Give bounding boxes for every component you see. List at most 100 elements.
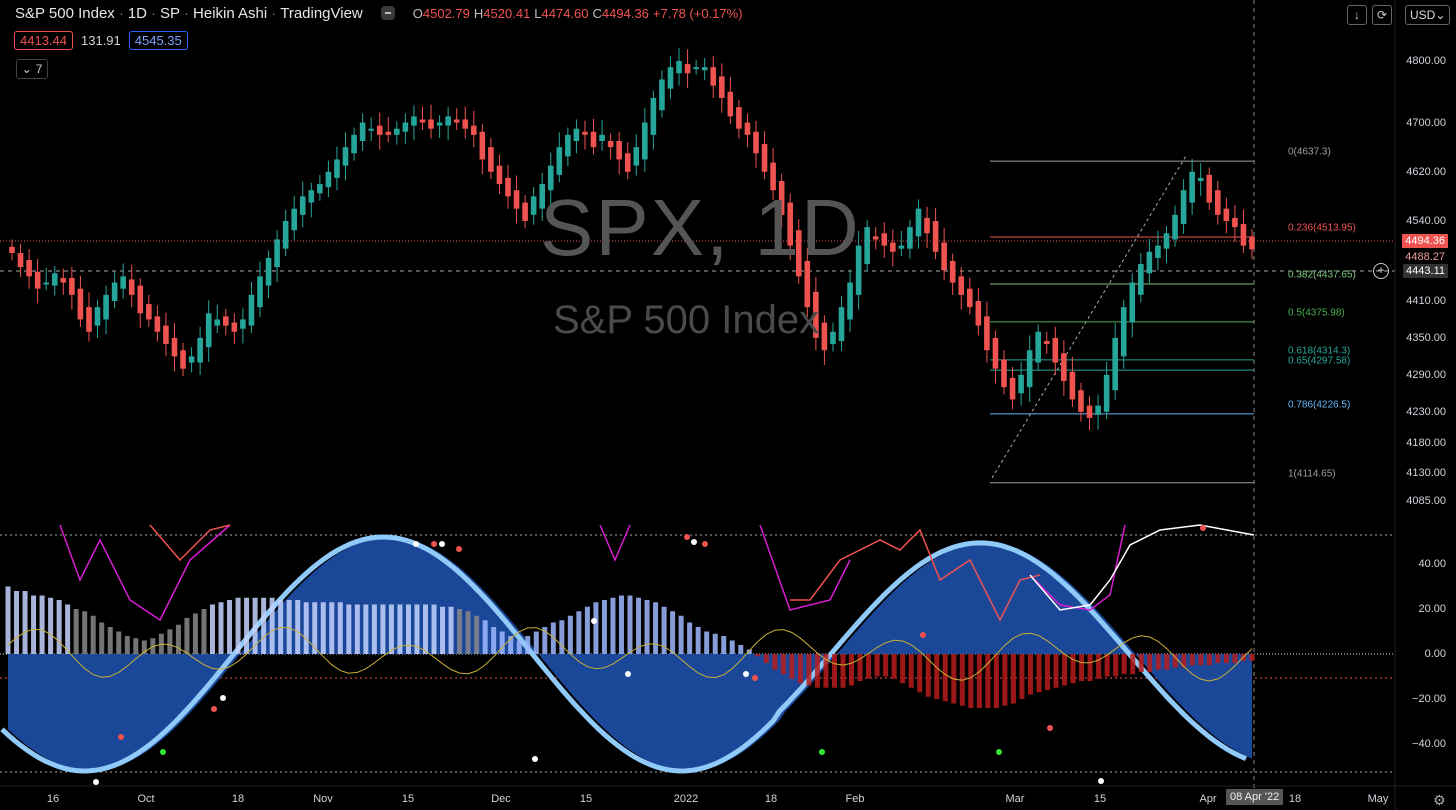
candle-body[interactable]: [496, 165, 503, 185]
candle-body[interactable]: [753, 131, 759, 154]
candle-body[interactable]: [299, 196, 306, 215]
candle-body[interactable]: [881, 233, 888, 246]
candle-body[interactable]: [26, 260, 32, 277]
add-alert-icon[interactable]: +: [1373, 263, 1389, 279]
candle-body[interactable]: [394, 128, 400, 135]
candle-body[interactable]: [60, 277, 67, 283]
candle-body[interactable]: [308, 190, 315, 203]
candle-body[interactable]: [949, 261, 956, 283]
candle-body[interactable]: [248, 294, 255, 326]
candle-body[interactable]: [847, 282, 853, 320]
candle-body[interactable]: [941, 242, 947, 271]
candle-body[interactable]: [667, 67, 674, 89]
candle-body[interactable]: [197, 337, 203, 363]
candle-body[interactable]: [1172, 214, 1178, 240]
candle-body[interactable]: [488, 147, 494, 172]
candle-body[interactable]: [616, 141, 622, 160]
candle-body[interactable]: [761, 144, 768, 172]
candle-body[interactable]: [505, 177, 511, 197]
candle-body[interactable]: [1018, 374, 1024, 394]
candle-body[interactable]: [1206, 174, 1213, 203]
candle-body[interactable]: [385, 131, 392, 135]
candle-body[interactable]: [992, 337, 999, 369]
candle-body[interactable]: [539, 184, 546, 209]
candle-body[interactable]: [770, 162, 776, 191]
candle-body[interactable]: [188, 356, 195, 363]
candle-body[interactable]: [402, 122, 409, 132]
candle-body[interactable]: [701, 67, 708, 71]
candle-body[interactable]: [804, 261, 811, 308]
candle-body[interactable]: [898, 245, 905, 249]
candle-body[interactable]: [453, 119, 460, 123]
candle-body[interactable]: [103, 294, 109, 320]
candle-body[interactable]: [932, 221, 939, 252]
candle-body[interactable]: [1240, 224, 1247, 246]
candle-body[interactable]: [864, 227, 870, 265]
candle-body[interactable]: [368, 128, 374, 131]
candle-body[interactable]: [51, 273, 58, 286]
candle-body[interactable]: [137, 285, 144, 314]
candle-body[interactable]: [582, 131, 588, 135]
currency-select[interactable]: USD ⌄: [1405, 5, 1451, 25]
candle-body[interactable]: [1035, 331, 1042, 363]
candle-body[interactable]: [43, 282, 50, 285]
candle-body[interactable]: [342, 147, 349, 166]
candle-body[interactable]: [1103, 374, 1110, 412]
candle-body[interactable]: [1146, 251, 1153, 274]
candle-body[interactable]: [69, 277, 75, 295]
candle-body[interactable]: [94, 307, 101, 326]
buy-value-box[interactable]: 4545.35: [128, 31, 188, 50]
candle-body[interactable]: [9, 246, 15, 253]
candle-body[interactable]: [599, 134, 605, 141]
candle-body[interactable]: [975, 301, 982, 326]
candle-body[interactable]: [1223, 208, 1230, 221]
candle-body[interactable]: [325, 171, 332, 188]
candle-body[interactable]: [317, 184, 323, 194]
candle-body[interactable]: [872, 236, 879, 240]
candle-body[interactable]: [633, 147, 640, 166]
candle-body[interactable]: [1163, 233, 1170, 249]
candle-body[interactable]: [556, 147, 563, 175]
candle-body[interactable]: [693, 67, 699, 70]
symbol-name[interactable]: S&P 500 Index: [15, 5, 115, 22]
candle-body[interactable]: [1232, 217, 1238, 228]
candle-body[interactable]: [163, 325, 169, 345]
settings-gear-icon[interactable]: ⚙: [1433, 792, 1446, 808]
candle-body[interactable]: [830, 331, 836, 345]
candle-body[interactable]: [1095, 405, 1101, 415]
candle-body[interactable]: [240, 319, 246, 329]
candle-body[interactable]: [1001, 359, 1007, 388]
candle-body[interactable]: [265, 257, 272, 286]
candle-body[interactable]: [778, 181, 785, 215]
candle-body[interactable]: [984, 316, 990, 351]
candle-body[interactable]: [915, 208, 922, 237]
candle-body[interactable]: [180, 350, 186, 369]
candle-body[interactable]: [607, 141, 614, 148]
candle-body[interactable]: [676, 61, 682, 74]
candle-body[interactable]: [462, 119, 469, 129]
candle-body[interactable]: [1086, 405, 1093, 418]
candle-body[interactable]: [710, 67, 717, 86]
interval[interactable]: 1D: [127, 5, 147, 22]
candle-body[interactable]: [470, 125, 477, 135]
candle-body[interactable]: [445, 116, 451, 126]
candle-body[interactable]: [530, 196, 537, 215]
candle-body[interactable]: [419, 119, 426, 123]
candle-body[interactable]: [120, 276, 126, 289]
download-icon[interactable]: ↓: [1347, 5, 1367, 25]
candle-body[interactable]: [214, 319, 221, 326]
candle-body[interactable]: [351, 134, 357, 154]
candle-body[interactable]: [787, 202, 794, 246]
candle-body[interactable]: [376, 125, 383, 135]
candle-body[interactable]: [1120, 307, 1127, 357]
candle-body[interactable]: [795, 230, 802, 277]
candle-body[interactable]: [907, 227, 913, 249]
candle-body[interactable]: [34, 271, 41, 289]
candle-body[interactable]: [77, 288, 84, 320]
candle-body[interactable]: [1069, 371, 1076, 400]
candle-body[interactable]: [146, 304, 152, 320]
candle-body[interactable]: [1009, 377, 1016, 400]
candle-body[interactable]: [359, 122, 366, 141]
candle-body[interactable]: [624, 153, 631, 172]
candle-body[interactable]: [1078, 390, 1084, 412]
